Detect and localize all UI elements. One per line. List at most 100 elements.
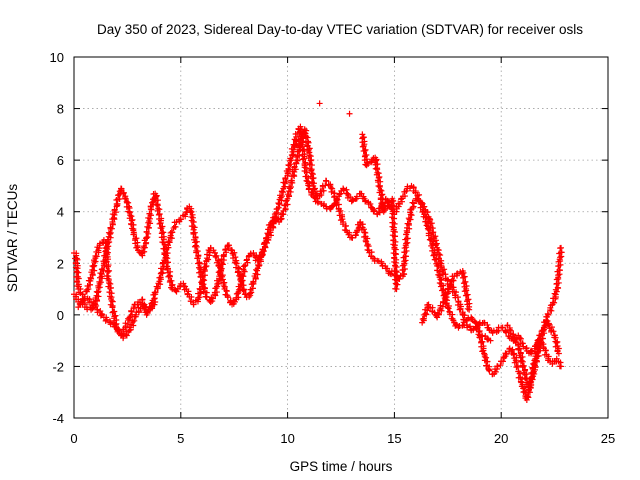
data-point — [296, 152, 303, 159]
data-point — [142, 240, 149, 247]
data-point — [542, 347, 549, 354]
data-point — [555, 350, 562, 357]
data-point — [513, 336, 520, 343]
x-tick-label: 10 — [280, 431, 294, 446]
data-point — [529, 348, 536, 355]
data-point — [544, 310, 551, 317]
data-point — [143, 229, 150, 236]
data-point — [118, 185, 125, 192]
data-point — [391, 258, 398, 265]
data-point — [158, 269, 165, 276]
data-point — [392, 251, 399, 258]
data-point — [339, 216, 346, 223]
data-point — [110, 308, 117, 315]
data-point — [535, 352, 542, 359]
data-point — [193, 238, 200, 245]
data-point — [347, 193, 354, 200]
data-point — [353, 193, 360, 200]
x-tick-labels: 0 5 10 15 20 25 — [70, 431, 615, 446]
data-point — [526, 379, 533, 386]
data-point — [307, 157, 314, 164]
data-point — [255, 256, 262, 263]
data-point — [346, 110, 353, 117]
data-point — [445, 305, 452, 312]
data-point — [184, 290, 191, 297]
data-point — [107, 321, 114, 328]
data-point — [303, 169, 310, 176]
data-point — [510, 331, 517, 338]
data-point — [476, 322, 483, 329]
data-point — [518, 357, 525, 364]
data-point — [390, 241, 397, 248]
data-point — [126, 324, 133, 331]
data-point — [360, 226, 367, 233]
data-point — [103, 316, 110, 323]
data-point — [522, 366, 529, 373]
series-osls-trace-c — [75, 100, 562, 393]
data-point — [90, 263, 97, 270]
data-point — [277, 215, 284, 222]
data-point — [293, 142, 300, 149]
data-point — [74, 256, 81, 263]
data-point — [247, 251, 254, 258]
data-point — [486, 367, 493, 374]
data-point — [109, 304, 116, 311]
data-point — [73, 255, 80, 262]
data-point — [168, 235, 175, 242]
data-point — [398, 196, 405, 203]
data-point — [475, 331, 482, 338]
data-point — [263, 239, 270, 246]
data-point — [85, 285, 92, 292]
data-point — [195, 260, 202, 267]
data-point — [437, 252, 444, 259]
data-point — [481, 350, 488, 357]
data-point — [300, 155, 307, 162]
data-point — [392, 250, 399, 257]
data-point — [93, 302, 100, 309]
data-point — [106, 279, 113, 286]
data-point — [367, 200, 374, 207]
data-point — [223, 287, 230, 294]
data-point — [320, 187, 327, 194]
data-point — [390, 202, 397, 209]
data-point — [392, 276, 399, 283]
data-point — [152, 289, 159, 296]
data-point — [432, 241, 439, 248]
data-point — [456, 306, 463, 313]
data-point — [122, 195, 129, 202]
data-point — [528, 375, 535, 382]
data-point — [375, 183, 382, 190]
data-point — [532, 357, 539, 364]
data-point — [492, 368, 499, 375]
data-point — [373, 156, 380, 163]
y-axis-title: SDTVAR / TECUs — [5, 184, 20, 293]
data-point — [429, 229, 436, 236]
axis-ticks — [73, 56, 609, 419]
data-point — [483, 335, 490, 342]
data-point — [316, 100, 323, 107]
data-point — [232, 254, 239, 261]
data-point — [388, 271, 395, 278]
data-point — [548, 307, 555, 314]
data-point — [502, 350, 509, 357]
data-point — [438, 307, 445, 314]
data-point — [301, 129, 308, 136]
data-point — [216, 268, 223, 275]
data-point — [457, 305, 464, 312]
data-point — [114, 328, 121, 335]
data-point — [248, 289, 255, 296]
data-point — [308, 170, 315, 177]
data-point — [157, 224, 164, 231]
data-point — [541, 323, 548, 330]
data-point — [390, 228, 397, 235]
data-point — [130, 231, 137, 238]
data-point — [238, 272, 245, 279]
data-point — [151, 295, 158, 302]
data-point — [349, 234, 356, 241]
data-point — [176, 283, 183, 290]
data-point — [446, 282, 453, 289]
data-point — [539, 327, 546, 334]
data-point — [555, 258, 562, 265]
data-point — [116, 195, 123, 202]
x-tick-label: 5 — [177, 431, 184, 446]
